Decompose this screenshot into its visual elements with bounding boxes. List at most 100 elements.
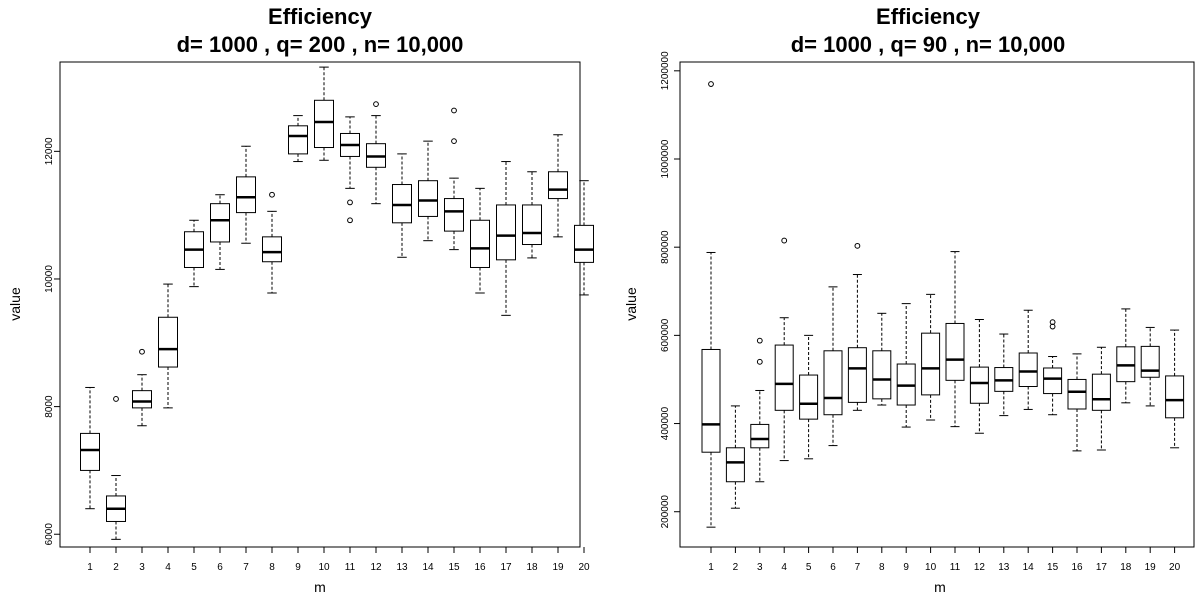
- right-box: [1067, 378, 1087, 410]
- right-box: [1043, 367, 1063, 395]
- left-x-tick-label: 8: [269, 562, 275, 573]
- left-x-tick-label: 10: [318, 562, 330, 573]
- left-x-tick-label: 1: [87, 562, 93, 573]
- right-box: [1140, 345, 1160, 378]
- right-box: [847, 347, 867, 403]
- right-x-tick-label: 20: [1169, 562, 1181, 573]
- left-box: [392, 184, 412, 224]
- left-box: [444, 198, 464, 232]
- left-y-tick-label: 6000: [44, 523, 55, 546]
- left-panel: Efficiency d= 1000 , q= 200 , n= 10,000 …: [7, 4, 594, 595]
- left-y-axis-label: value: [7, 287, 23, 321]
- right-x-tick-label: 9: [903, 562, 909, 573]
- left-x-tick-label: 12: [370, 562, 382, 573]
- left-x-tick-label: 14: [422, 562, 434, 573]
- left-box: [470, 219, 490, 268]
- left-plot-frame: [59, 61, 581, 548]
- right-outlier-point: [708, 81, 714, 87]
- right-x-tick-label: 10: [925, 562, 937, 573]
- left-x-tick-label: 6: [217, 562, 223, 573]
- left-x-tick-label: 18: [526, 562, 538, 573]
- right-x-tick-label: 2: [733, 562, 739, 573]
- right-outlier-point: [1049, 319, 1056, 326]
- right-x-tick-label: 8: [879, 562, 885, 573]
- left-box: [288, 125, 308, 155]
- left-box: [548, 171, 568, 200]
- right-box: [945, 322, 965, 381]
- right-plot-frame: [679, 61, 1195, 548]
- right-outlier-point: [756, 337, 763, 344]
- left-outlier-point: [373, 101, 379, 108]
- right-box: [921, 332, 941, 396]
- right-box: [774, 344, 794, 411]
- left-x-tick-label: 13: [396, 562, 408, 573]
- right-box: [725, 447, 745, 483]
- left-x-tick-label: 7: [243, 562, 249, 573]
- left-box: [132, 390, 152, 409]
- left-box: [210, 203, 230, 243]
- right-box: [969, 366, 989, 404]
- right-y-axis-label: value: [623, 287, 639, 321]
- left-y-tick-label: 10000: [44, 265, 55, 293]
- right-y-tick-label: 800000: [660, 230, 671, 264]
- left-x-tick-label: 2: [113, 562, 119, 573]
- right-x-tick-label: 18: [1120, 562, 1132, 573]
- right-box: [872, 350, 892, 400]
- left-outlier-point: [451, 107, 457, 114]
- left-outlier-point: [451, 138, 457, 145]
- left-x-tick-label: 9: [295, 562, 301, 573]
- right-x-tick-label: 11: [950, 562, 961, 573]
- right-x-tick-label: 7: [855, 562, 861, 573]
- left-box: [262, 236, 282, 263]
- left-outlier-point: [113, 396, 119, 402]
- left-outlier-point: [347, 199, 353, 206]
- right-y-tick-label: 1000000: [660, 139, 671, 178]
- right-x-tick-label: 14: [1023, 562, 1035, 573]
- right-box: [1165, 375, 1185, 419]
- right-x-tick-label: 3: [757, 562, 763, 573]
- right-box: [799, 374, 819, 420]
- right-x-tick-label: 6: [830, 562, 836, 573]
- right-y-tick-label: 200000: [660, 495, 671, 529]
- left-y-tick-label: 8000: [44, 395, 55, 418]
- left-outlier-point: [347, 217, 353, 224]
- right-x-tick-label: 19: [1145, 562, 1157, 573]
- right-x-axis-label: m: [934, 579, 946, 595]
- right-chart-subtitle: d= 1000 , q= 90 , n= 10,000: [791, 32, 1066, 57]
- right-x-tick-label: 13: [998, 562, 1010, 573]
- left-box: [80, 432, 100, 471]
- left-box: [496, 204, 516, 261]
- left-box: [574, 224, 594, 263]
- right-x-tick-label: 5: [806, 562, 812, 573]
- right-x-tick-label: 16: [1071, 562, 1083, 573]
- left-box: [522, 204, 542, 246]
- left-y-tick-label: 12000: [44, 137, 55, 165]
- right-x-tick-label: 1: [708, 562, 714, 573]
- right-box: [701, 348, 721, 453]
- right-box: [1018, 352, 1038, 388]
- left-x-tick-label: 11: [345, 562, 356, 573]
- left-x-tick-label: 15: [448, 562, 460, 573]
- left-chart-subtitle: d= 1000 , q= 200 , n= 10,000: [177, 32, 464, 57]
- right-x-tick-label: 15: [1047, 562, 1059, 573]
- left-outlier-point: [269, 191, 275, 198]
- left-x-axis-label: m: [314, 579, 326, 595]
- right-box: [823, 350, 843, 416]
- left-chart-title: Efficiency: [268, 4, 373, 29]
- left-x-tick-label: 4: [165, 562, 171, 573]
- left-box: [418, 180, 438, 217]
- left-x-tick-label: 17: [500, 562, 512, 573]
- left-box: [314, 99, 334, 149]
- right-y-tick-label: 400000: [660, 406, 671, 440]
- right-outlier-point: [756, 358, 763, 365]
- right-x-tick-label: 12: [974, 562, 986, 573]
- right-box: [1091, 373, 1111, 411]
- right-y-tick-label: 1200000: [660, 51, 671, 90]
- left-x-tick-label: 20: [578, 562, 590, 573]
- left-x-tick-label: 16: [474, 562, 486, 573]
- right-x-tick-label: 17: [1096, 562, 1108, 573]
- left-x-tick-label: 5: [191, 562, 197, 573]
- right-chart-title: Efficiency: [876, 4, 981, 29]
- left-x-tick-label: 3: [139, 562, 145, 573]
